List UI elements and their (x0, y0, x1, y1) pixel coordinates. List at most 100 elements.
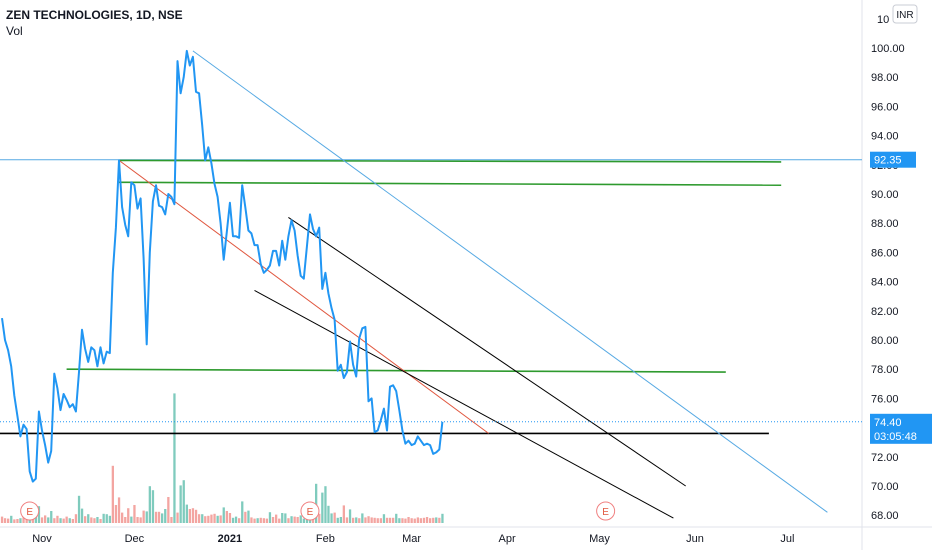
volume-bar (302, 518, 305, 523)
current-price-text: 74.40 (874, 417, 902, 429)
y-tick-label: 90.00 (871, 189, 899, 201)
volume-bar (114, 505, 118, 523)
volume-bar (358, 518, 361, 523)
volume-bar (379, 518, 382, 523)
volume-bar (416, 517, 419, 523)
volume-bar (265, 518, 268, 523)
countdown-text: 03:05:48 (874, 431, 917, 443)
volume-bar (194, 509, 198, 523)
x-axis: Nov Dec 2021 Feb Mar Apr May Jun Jul (32, 533, 794, 545)
volume-bar (7, 518, 10, 523)
volume-bar (65, 516, 68, 523)
volume-bar (342, 505, 345, 523)
volume-bar (438, 517, 441, 523)
volume-bar (315, 483, 318, 523)
drawing-line-6 (118, 159, 489, 434)
volume-bar (429, 518, 432, 523)
volume-bar (392, 517, 395, 523)
volume-bar (28, 519, 31, 523)
volume-bar (84, 516, 87, 523)
volume-bar (296, 517, 299, 523)
earnings-label: E (602, 507, 609, 518)
volume-bar (139, 517, 142, 523)
volume-bar (96, 517, 99, 523)
drawing-line-7 (254, 289, 674, 519)
volume-bar (238, 518, 241, 523)
volume-bar (111, 465, 114, 523)
drawing-line-2 (118, 181, 782, 186)
volume-bar (441, 513, 444, 523)
level-price-label: 92.35 (870, 151, 916, 168)
volume-bar (121, 512, 124, 523)
volume-bar (124, 517, 127, 523)
currency-label: INR (896, 10, 913, 21)
volume-bar (108, 515, 111, 523)
volume-bar (268, 512, 272, 523)
volume-bar (336, 517, 339, 523)
volume-bar (148, 486, 151, 523)
volume-bar (241, 501, 244, 523)
price-series-line (1, 49, 444, 483)
volume-bar (385, 517, 389, 523)
x-tick-label: May (589, 533, 610, 545)
volume-bar (164, 509, 167, 523)
volume-bar (201, 514, 204, 523)
volume-bar (53, 518, 56, 523)
volume-bar (395, 513, 398, 523)
volume-bar (176, 512, 179, 523)
earnings-label: E (26, 507, 33, 518)
volume-bar (376, 518, 379, 523)
volume-bar (136, 517, 139, 523)
volume-bar (31, 518, 34, 523)
volume-bar (77, 495, 81, 523)
x-tick-label: Apr (499, 533, 516, 545)
volume-bar (99, 519, 102, 523)
volume-bar (13, 519, 16, 523)
volume-bar (401, 518, 404, 523)
y-tick-label: 82.00 (871, 306, 899, 318)
y-tick-label-partial: 10 (877, 14, 889, 26)
volume-bar (225, 511, 228, 523)
volume-bar (262, 518, 265, 523)
earnings-circle (20, 501, 40, 521)
volume-bar (87, 514, 90, 523)
volume-bar (407, 517, 410, 523)
volume-bar (373, 517, 376, 523)
volume-bar (22, 517, 25, 523)
volume-bar (44, 515, 47, 523)
trend-drawings (0, 50, 862, 519)
volume-bar (275, 514, 278, 523)
currency-badge-box (892, 4, 918, 24)
volume-bar (157, 511, 161, 523)
volume-bar (345, 517, 349, 523)
y-tick-label: 76.00 (871, 393, 899, 405)
volume-bar (117, 497, 121, 523)
volume-bar (361, 513, 364, 523)
volume-bar (127, 508, 130, 523)
volume-bar (59, 518, 62, 523)
y-tick-label: 98.00 (871, 72, 899, 84)
y-tick-label: 78.00 (871, 364, 899, 376)
volume-bar (219, 515, 222, 523)
volume-bar (62, 518, 65, 523)
volume-bar (333, 512, 336, 523)
volume-bar (179, 485, 182, 523)
volume-bar (10, 515, 13, 523)
volume-bar (281, 513, 284, 523)
volume-bar (339, 517, 342, 523)
volume-bar (16, 519, 19, 523)
volume-bar (37, 506, 41, 523)
volume-bar (151, 490, 155, 523)
volume-bar (250, 517, 253, 523)
x-tick-label: Dec (125, 533, 145, 545)
volume-bar (293, 516, 296, 523)
volume-bar (348, 509, 352, 523)
current-price-label: 74.40 03:05:48 (870, 413, 932, 444)
volume-bar (367, 516, 370, 523)
volume-bar (327, 505, 330, 523)
volume-bar (259, 517, 262, 523)
volume-bar (228, 513, 232, 523)
volume-bar (90, 517, 93, 523)
